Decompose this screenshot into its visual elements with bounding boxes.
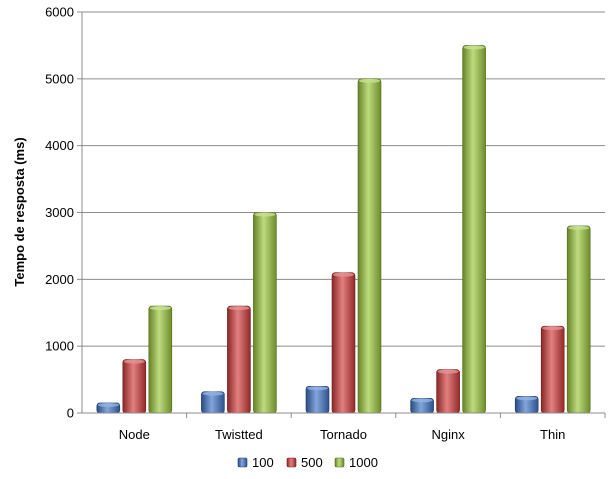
legend: 100 500 1000: [237, 455, 378, 470]
legend-label: 100: [252, 455, 274, 470]
axes: [81, 12, 606, 418]
bar-top-highlight: [463, 45, 485, 50]
bar-top-highlight: [516, 396, 538, 401]
y-tick-label: 4000: [45, 138, 74, 153]
y-axis-title: Tempo de resposta (ms): [12, 137, 27, 286]
bar-top-highlight: [123, 359, 145, 364]
bar-top-highlight: [437, 369, 459, 374]
bar-tornado-1000: [357, 78, 382, 414]
bar-nginx-1000: [462, 45, 486, 414]
bar-top-highlight: [307, 386, 328, 391]
bar-tornado-500: [331, 272, 356, 414]
bar-top-highlight: [333, 272, 354, 277]
bars: [96, 45, 591, 414]
y-tick-label: 3000: [45, 205, 74, 220]
bar-top-highlight: [542, 326, 564, 331]
y-tick-label: 2000: [45, 272, 74, 287]
legend-label: 500: [301, 455, 323, 470]
bar-top-highlight: [254, 212, 276, 217]
bar-top-highlight: [97, 402, 119, 407]
bar-top-highlight: [568, 225, 590, 230]
y-tick-label: 0: [67, 406, 74, 421]
bar-twistted-500: [227, 305, 251, 414]
bar-tornado-100: [305, 385, 330, 414]
x-tick-label: Nginx: [431, 427, 465, 442]
y-tick-label: 5000: [45, 71, 74, 86]
bar-thin-500: [540, 325, 565, 414]
tick-labels: 0 1000 2000 3000 4000 5000 6000 Node Twistted Tor…: [45, 5, 565, 443]
legend-swatch: [286, 457, 297, 468]
bar-node-500: [122, 359, 147, 414]
x-tick-label: Tornado: [320, 427, 367, 442]
legend-item-500: 500: [286, 455, 323, 470]
bar-top-highlight: [202, 391, 224, 396]
legend-item-100: 100: [237, 455, 274, 470]
x-tick-label: Thin: [540, 427, 565, 442]
x-tick-label: Twistted: [215, 427, 263, 442]
y-tick-label: 6000: [45, 5, 74, 20]
bar-top-highlight: [228, 306, 250, 311]
bar-twistted-1000: [253, 212, 277, 414]
legend-swatch: [334, 457, 345, 468]
legend-swatch: [237, 457, 248, 468]
bar-thin-1000: [566, 225, 591, 414]
y-tick-label: 1000: [45, 339, 74, 354]
x-tick-label: Node: [119, 427, 150, 442]
bar-node-1000: [148, 305, 173, 414]
bar-top-highlight: [149, 306, 171, 311]
legend-label: 1000: [349, 455, 378, 470]
bar-nginx-500: [436, 369, 460, 414]
legend-item-1000: 1000: [334, 455, 378, 470]
bar-top-highlight: [359, 78, 380, 83]
bar-top-highlight: [411, 398, 433, 403]
